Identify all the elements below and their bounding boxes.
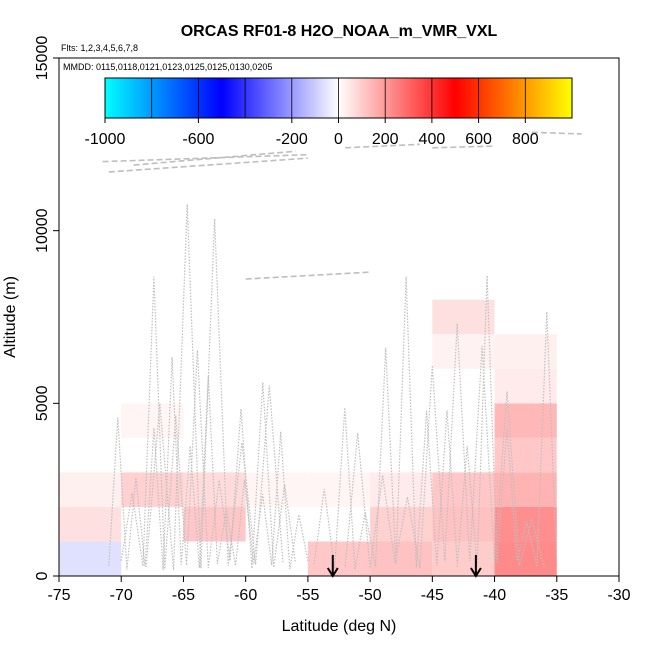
flight-track: [108, 157, 308, 173]
flight-track: [245, 271, 371, 280]
heatmap-cell: [59, 541, 122, 576]
heatmap-cell: [59, 472, 122, 507]
flight-track: [145, 204, 284, 571]
y-tick-label: 0: [34, 571, 51, 580]
colorbar-tick-label: -1000: [85, 131, 126, 148]
colorbar: -1000 -600 -200 0 200 400 600 800: [85, 77, 573, 148]
heatmap-cell: [432, 299, 495, 335]
x-tick-label: -65: [172, 587, 195, 604]
x-tick-label: -70: [110, 587, 133, 604]
colorbar-tick-label: -200: [276, 131, 308, 148]
heatmap-cell: [432, 506, 495, 542]
flight-track: [120, 276, 296, 569]
colorbar-tick-label: -600: [182, 131, 214, 148]
heatmap-cell: [432, 334, 495, 369]
y-tick-label: 15000: [34, 36, 51, 81]
plot-frame: [58, 57, 620, 577]
colorbar-tick-label: 200: [372, 131, 399, 148]
flight-tracks: [102, 131, 582, 571]
heatmap-cell: [494, 368, 557, 404]
x-tick-label: -60: [234, 587, 257, 604]
colorbar-tick-label: 600: [465, 131, 492, 148]
y-axis-label: Altitude (m): [2, 276, 19, 358]
flight-track: [531, 131, 582, 135]
x-tick-label: -35: [545, 587, 568, 604]
heatmap-cell: [432, 541, 495, 576]
y-tick-label: 10000: [34, 208, 51, 253]
chart-title: ORCAS RF01-8 H2O_NOAA_m_VMR_VXL: [181, 23, 498, 40]
flight-track: [432, 145, 495, 149]
colorbar-tick-label: 800: [512, 131, 539, 148]
x-tick-label: -30: [607, 587, 630, 604]
chart-subtitle-flights: Flts: 1,2,3,4,5,6,7,8: [61, 43, 138, 53]
heatmap-cell: [494, 472, 557, 507]
flight-track: [102, 153, 308, 163]
x-tick-label: -40: [483, 587, 506, 604]
y-axis: 0 5000 10000 15000: [34, 36, 59, 580]
flight-track: [313, 276, 458, 571]
x-tick-label: -50: [359, 587, 382, 604]
colorbar-tick-label: 0: [334, 131, 343, 148]
heatmap-cell: [121, 403, 184, 438]
flight-track: [456, 275, 558, 568]
heatmap-cell: [494, 541, 557, 576]
colorbar-tick-label: 400: [419, 131, 446, 148]
flight-track: [133, 150, 296, 166]
heatmap-cell: [370, 541, 433, 576]
flight-track: [344, 323, 545, 569]
heatmap-cell: [121, 472, 184, 507]
heatmap-cell: [370, 506, 433, 542]
flight-track: [345, 143, 420, 149]
x-tick-label: -45: [421, 587, 444, 604]
heatmap-cell: [432, 472, 495, 507]
heatmap-cells: [59, 299, 557, 576]
heatmap-cell: [494, 334, 557, 369]
heatmap-cell: [59, 506, 122, 542]
heatmap-cell: [307, 541, 371, 576]
x-tick-label: -75: [47, 587, 70, 604]
heatmap-cell: [494, 437, 557, 473]
chart-subtitle-dates: MMDD: 0115,0118,0121,0123,0125,0125,0130…: [63, 62, 272, 72]
x-axis-label: Latitude (deg N): [282, 618, 397, 635]
y-tick-label: 5000: [34, 385, 51, 421]
x-axis: -75 -70 -65 -60 -55 -50 -45 -40 -35 -30: [47, 576, 631, 604]
x-tick-label: -55: [296, 587, 319, 604]
